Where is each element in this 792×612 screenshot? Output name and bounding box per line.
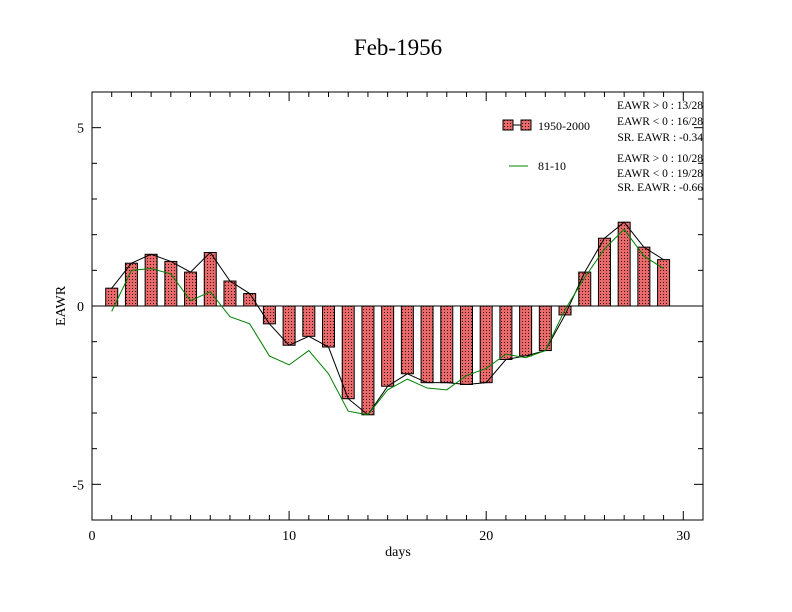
chart-title: Feb-1956 (354, 35, 442, 60)
legend: 1950-2000 81-10 EAWR > 0 : 13/28 EAWR < … (502, 100, 703, 194)
stat-1950-pos: EAWR > 0 : 13/28 (617, 100, 703, 112)
x-tick-label: 0 (89, 529, 96, 544)
y-tick-label: -5 (72, 478, 84, 493)
x-axis-label: days (385, 545, 411, 560)
bar-day-13 (341, 305, 355, 400)
bar-day-21 (499, 305, 513, 360)
legend-swatch-bar-right (520, 119, 532, 131)
legend-label-1950-2000: 1950-2000 (538, 119, 590, 133)
bar-day-9 (262, 305, 276, 325)
bar-day-10 (282, 305, 296, 346)
bar-day-18 (440, 305, 454, 384)
bar-day-6 (203, 252, 217, 307)
y-tick-label: 5 (77, 122, 84, 137)
legend-label-81-10: 81-10 (538, 159, 566, 173)
legend-swatch-bar-left (502, 119, 514, 131)
bar-day-3 (144, 253, 158, 307)
bar-day-7 (223, 280, 237, 307)
x-tick-label: 20 (479, 529, 493, 544)
x-tick-label: 30 (676, 529, 690, 544)
bar-day-16 (400, 305, 414, 375)
bar-day-4 (164, 260, 178, 307)
y-tick-label: 0 (77, 300, 84, 315)
stat-8110-sr: SR. EAWR : -0.66 (617, 182, 703, 194)
y-axis-label: EAWR (54, 285, 69, 326)
series-line-1950-2000 (111, 221, 664, 416)
x-tick-label: 10 (282, 529, 296, 544)
series-line-81-10 (111, 228, 664, 416)
stat-1950-sr: SR. EAWR : -0.34 (617, 132, 703, 144)
bar-day-19 (459, 305, 473, 385)
bar-day-17 (420, 305, 434, 384)
bar-day-20 (479, 305, 493, 384)
bar-day-22 (519, 305, 533, 357)
bar-day-11 (302, 305, 316, 337)
stat-8110-neg: EAWR < 0 : 19/28 (617, 168, 703, 180)
bar-day-15 (381, 305, 395, 387)
stat-1950-neg: EAWR < 0 : 16/28 (617, 116, 703, 128)
bar-day-29 (657, 259, 671, 307)
stat-8110-pos: EAWR > 0 : 10/28 (617, 153, 703, 165)
bar-day-12 (322, 305, 336, 348)
bar-day-14 (361, 305, 375, 416)
